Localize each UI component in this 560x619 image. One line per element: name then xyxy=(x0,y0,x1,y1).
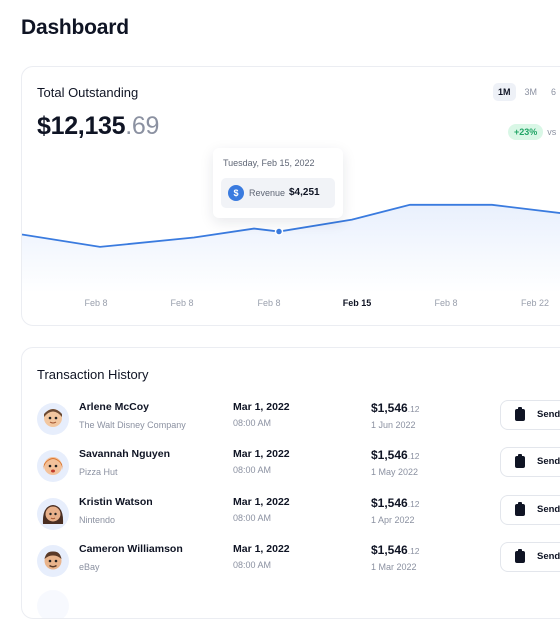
amount-date: 1 Jun 2022 xyxy=(371,420,416,430)
transaction-time: 08:00 AM xyxy=(233,513,272,523)
transaction-date: Mar 1, 2022 xyxy=(233,496,290,508)
send-button-label: Send xyxy=(537,504,560,515)
amount-main: $1,546 xyxy=(371,496,408,510)
send-button-label: Send xyxy=(537,551,560,562)
amount-date: 1 Apr 2022 xyxy=(371,515,415,525)
dollar-icon: $ xyxy=(228,185,244,201)
transaction-history-title: Transaction History xyxy=(37,367,149,382)
outstanding-value-main: $12,135 xyxy=(37,112,126,140)
transaction-amount: $1,546.12 xyxy=(371,496,420,510)
range-tabs: 1M 3M 6 xyxy=(493,83,560,101)
amount-cents: .12 xyxy=(407,546,420,556)
person-name: Arlene McCoy xyxy=(79,401,150,413)
change-suffix: vs xyxy=(547,127,557,137)
transaction-amount: $1,546.12 xyxy=(371,543,420,557)
amount-date: 1 May 2022 xyxy=(371,467,419,477)
tooltip-date: Tuesday, Feb 15, 2022 xyxy=(223,158,315,168)
avatar xyxy=(37,450,69,482)
revenue-series-line xyxy=(22,203,560,248)
revenue-chart[interactable] xyxy=(22,67,560,325)
person-name: Savannah Nguyen xyxy=(79,448,171,460)
transaction-amount: $1,546.12 xyxy=(371,448,420,462)
amount-date: 1 Mar 2022 xyxy=(371,562,417,572)
range-tab-3m[interactable]: 3M xyxy=(524,87,538,97)
send-button-label: Send xyxy=(537,409,560,420)
avatar xyxy=(37,590,69,618)
amount-main: $1,546 xyxy=(371,401,408,415)
amount-cents: .12 xyxy=(407,451,420,461)
send-button[interactable]: Send xyxy=(500,400,560,430)
company-name: Nintendo xyxy=(79,515,116,525)
outstanding-title: Total Outstanding xyxy=(37,85,139,100)
x-tick-label: Feb 8 xyxy=(434,298,458,308)
range-tab-6m[interactable]: 6 xyxy=(551,87,557,97)
transaction-amount: $1,546.12 xyxy=(371,401,420,415)
amount-cents: .12 xyxy=(407,404,420,414)
company-name: eBay xyxy=(79,562,100,572)
outstanding-value: $12,135.69 xyxy=(37,112,159,141)
person-name: Kristin Watson xyxy=(79,496,153,508)
range-tab-1m[interactable]: 1M xyxy=(493,83,516,101)
send-button[interactable]: Send xyxy=(500,542,560,572)
change-indicator: +23% vs xyxy=(508,124,556,140)
table-row: Kristin Watson Nintendo Mar 1, 2022 08:0… xyxy=(22,494,560,538)
clipboard-icon xyxy=(515,407,525,421)
send-button[interactable]: Send xyxy=(500,495,560,525)
clipboard-icon xyxy=(515,454,525,468)
avatar xyxy=(37,545,69,577)
send-button[interactable]: Send xyxy=(500,447,560,477)
table-row: Cameron Williamson eBay Mar 1, 2022 08:0… xyxy=(22,541,560,585)
tooltip-value-pill: $ Revenue $4,251 xyxy=(221,178,335,208)
avatar xyxy=(37,498,69,530)
avatar xyxy=(37,403,69,435)
table-row: Savannah Nguyen Pizza Hut Mar 1, 2022 08… xyxy=(22,446,560,490)
amount-main: $1,546 xyxy=(371,543,408,557)
send-button-label: Send xyxy=(537,456,560,467)
x-tick-label: Feb 22 xyxy=(520,298,550,308)
table-row-partial xyxy=(22,588,560,618)
hover-point[interactable] xyxy=(274,227,284,236)
transaction-date: Mar 1, 2022 xyxy=(233,401,290,413)
transaction-time: 08:00 AM xyxy=(233,465,272,475)
change-badge: +23% xyxy=(508,124,544,140)
x-tick-label: Feb 8 xyxy=(257,298,281,308)
outstanding-card: Total Outstanding $12,135.69 1M 3M 6 +23… xyxy=(21,66,560,326)
transaction-time: 08:00 AM xyxy=(233,560,272,570)
clipboard-icon xyxy=(515,502,525,516)
x-tick-label: Feb 8 xyxy=(84,298,108,308)
transaction-date: Mar 1, 2022 xyxy=(233,448,290,460)
tooltip-value: $4,251 xyxy=(289,187,320,198)
amount-main: $1,546 xyxy=(371,448,408,462)
company-name: Pizza Hut xyxy=(79,467,118,477)
transaction-date: Mar 1, 2022 xyxy=(233,543,290,555)
table-row: Arlene McCoy The Walt Disney Company Mar… xyxy=(22,399,560,443)
amount-cents: .12 xyxy=(407,499,420,509)
x-tick-label: Feb 8 xyxy=(170,298,194,308)
chart-area-fill xyxy=(22,204,560,293)
x-tick-label-active: Feb 15 xyxy=(342,298,372,308)
chart-tooltip: Tuesday, Feb 15, 2022 $ Revenue $4,251 xyxy=(213,148,343,218)
outstanding-value-cents: .69 xyxy=(125,112,160,140)
transaction-history-card: Transaction History Arlene McCoy The Wal… xyxy=(21,347,560,619)
transaction-time: 08:00 AM xyxy=(233,418,272,428)
company-name: The Walt Disney Company xyxy=(79,420,186,430)
tooltip-label: Revenue xyxy=(249,188,286,198)
page-title: Dashboard xyxy=(21,16,129,39)
person-name: Cameron Williamson xyxy=(79,543,183,555)
clipboard-icon xyxy=(515,549,525,563)
